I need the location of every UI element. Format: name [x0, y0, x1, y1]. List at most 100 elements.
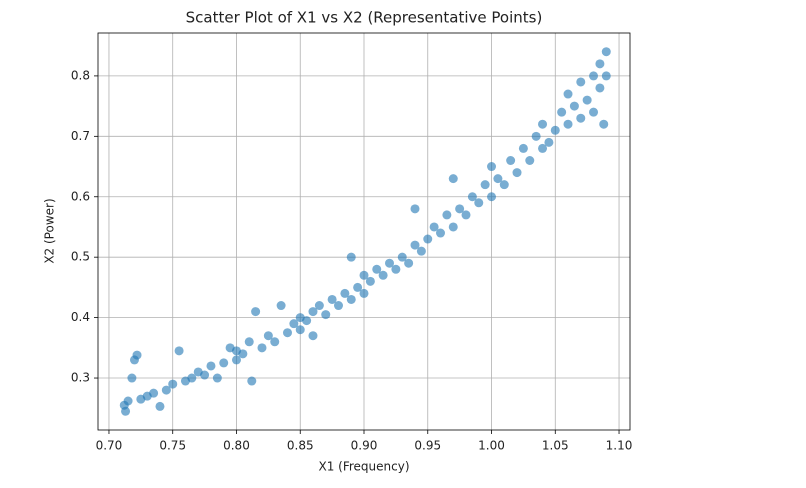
x-tick-label: 1.00 — [478, 439, 505, 453]
point — [231, 355, 241, 365]
point — [340, 288, 350, 298]
point — [487, 192, 497, 202]
point — [187, 373, 197, 383]
point — [132, 350, 142, 360]
point — [550, 125, 560, 135]
point — [397, 252, 407, 262]
point — [168, 379, 178, 389]
y-axis-label: X2 (Power) — [43, 198, 57, 263]
point — [429, 222, 439, 232]
x-tick-label: 0.95 — [414, 439, 441, 453]
plot-frame — [97, 32, 631, 431]
point — [599, 119, 609, 129]
point — [127, 373, 137, 383]
point — [247, 376, 257, 386]
point — [569, 101, 579, 111]
y-tick-label: 0.4 — [71, 310, 90, 324]
point — [359, 288, 369, 298]
point — [123, 396, 133, 406]
point — [436, 228, 446, 238]
point — [321, 310, 331, 320]
point — [270, 337, 280, 347]
point — [518, 143, 528, 153]
point — [589, 71, 599, 81]
point — [487, 162, 497, 172]
point — [353, 282, 363, 292]
point — [346, 252, 356, 262]
point — [410, 240, 420, 250]
x-tick-label: 0.80 — [223, 439, 250, 453]
point — [589, 107, 599, 117]
point — [295, 325, 305, 335]
point — [525, 155, 535, 165]
point — [601, 71, 611, 81]
point — [282, 328, 292, 338]
y-tick-label: 0.5 — [71, 250, 90, 264]
point — [257, 343, 267, 353]
point — [493, 174, 503, 184]
point — [327, 294, 337, 304]
point — [359, 270, 369, 280]
point — [582, 95, 592, 105]
point — [474, 198, 484, 208]
point — [538, 119, 548, 129]
point — [308, 307, 318, 317]
point — [601, 47, 611, 57]
point — [595, 83, 605, 93]
y-tick-label: 0.8 — [71, 68, 90, 82]
point — [423, 234, 433, 244]
x-tick-label: 0.70 — [96, 439, 123, 453]
point — [263, 331, 273, 341]
point — [206, 361, 216, 371]
point — [442, 210, 452, 220]
point — [506, 155, 516, 165]
point — [149, 388, 159, 398]
point — [410, 204, 420, 214]
point — [276, 301, 286, 311]
point — [372, 264, 382, 274]
point — [512, 168, 522, 178]
x-axis-label: X1 (Frequency) — [318, 460, 409, 474]
point — [563, 89, 573, 99]
point — [544, 137, 554, 147]
point — [121, 406, 131, 416]
point — [557, 107, 567, 117]
x-tick-label: 0.90 — [351, 439, 378, 453]
point — [161, 385, 171, 395]
point — [174, 346, 184, 356]
point — [391, 264, 401, 274]
point — [531, 131, 541, 141]
point — [219, 358, 229, 368]
y-tick-label: 0.7 — [71, 129, 90, 143]
point — [365, 276, 375, 286]
point — [333, 301, 343, 311]
point — [308, 331, 318, 341]
point — [385, 258, 395, 268]
point — [378, 270, 388, 280]
chart-title: Scatter Plot of X1 vs X2 (Representative… — [186, 9, 543, 27]
point — [289, 319, 299, 329]
point — [314, 301, 324, 311]
point — [455, 204, 465, 214]
x-tick-label: 0.85 — [287, 439, 314, 453]
x-tick-label: 0.75 — [159, 439, 186, 453]
point — [244, 337, 254, 347]
point — [302, 316, 312, 326]
point — [467, 192, 477, 202]
point — [480, 180, 490, 190]
point — [212, 373, 222, 383]
y-tick-label: 0.6 — [71, 189, 90, 203]
point — [538, 143, 548, 153]
point — [346, 294, 356, 304]
point — [563, 119, 573, 129]
x-tick-label: 1.10 — [606, 439, 633, 453]
y-tick-label: 0.3 — [71, 371, 90, 385]
point — [576, 77, 586, 87]
point — [576, 113, 586, 123]
point — [155, 401, 165, 411]
point — [416, 246, 426, 256]
point — [448, 222, 458, 232]
point — [499, 180, 509, 190]
x-tick-label: 1.05 — [542, 439, 569, 453]
